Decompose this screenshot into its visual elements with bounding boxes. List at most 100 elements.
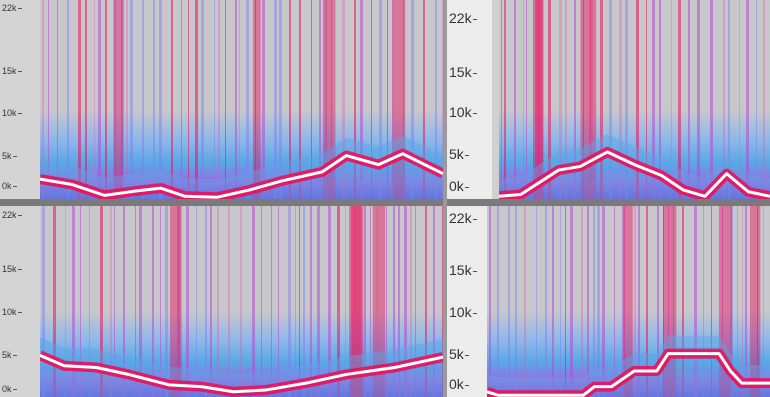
y-tick-label: 15k	[2, 264, 22, 274]
spectral-stripe	[218, 0, 220, 199]
spectrogram-plot[interactable]	[40, 0, 443, 199]
spectral-stripe	[393, 206, 395, 397]
spectral-stripe	[121, 0, 124, 199]
y-tick-label: 5k	[2, 151, 17, 161]
spectrogram-plot[interactable]	[487, 206, 770, 397]
spectral-stripe	[410, 206, 412, 397]
spectral-stripe	[142, 0, 144, 199]
spectral-stripe	[201, 0, 204, 199]
spectral-stripe	[210, 206, 212, 397]
spectral-stripe	[536, 206, 537, 397]
frequency-axis: 22k 15k 10k 5k 0k	[447, 206, 487, 397]
spectral-stripe	[602, 206, 605, 397]
spectral-stripe	[646, 206, 648, 397]
spectral-stripe	[386, 206, 387, 397]
spectral-stripe	[53, 206, 56, 397]
spectral-stripe	[42, 0, 44, 199]
spectral-stripe	[728, 0, 730, 199]
spectral-stripe	[195, 0, 198, 199]
spectrogram-panel-bottom-left[interactable]: 22k 15k 10k 5k 0k	[0, 206, 443, 397]
spectrogram-panel-bottom-right[interactable]: 22k 15k 10k 5k 0k	[447, 206, 770, 397]
spectral-stripe	[415, 206, 416, 397]
spectrogram-panel-top-left[interactable]: 22k 15k 10k 5k 0k	[0, 0, 443, 199]
spectral-stripe	[261, 206, 262, 397]
y-tick-label: 10k	[449, 104, 477, 120]
spectral-stripe	[392, 0, 393, 199]
spectral-stripe	[504, 0, 506, 199]
spectrogram-plot[interactable]	[40, 206, 443, 397]
spectral-stripe	[114, 206, 115, 397]
spectral-burst	[252, 0, 261, 199]
spectral-stripe	[85, 0, 87, 199]
spectral-stripe	[739, 0, 740, 199]
spectral-stripe	[370, 206, 371, 397]
y-tick-label: 0k	[2, 181, 17, 191]
spectral-stripe	[205, 206, 207, 397]
spectral-stripe	[160, 206, 161, 397]
spectral-stripe	[360, 0, 363, 199]
spectral-stripe	[299, 206, 300, 397]
spectral-stripe	[299, 0, 301, 199]
y-tick-label: 15k	[449, 262, 477, 278]
y-tick-label: 5k	[449, 146, 469, 162]
spectral-stripe	[188, 0, 189, 199]
spectral-stripe	[317, 206, 320, 397]
spectral-stripe	[310, 206, 312, 397]
panel-divider-horizontal[interactable]	[0, 199, 770, 206]
spectral-stripe	[57, 0, 58, 199]
spectral-stripe	[435, 0, 437, 199]
spectral-stripe	[746, 0, 749, 199]
spectral-stripe	[668, 206, 669, 397]
spectral-stripe	[403, 0, 404, 199]
spectral-stripe	[135, 206, 136, 397]
spectral-stripe	[331, 0, 332, 199]
spectral-stripe	[574, 0, 576, 199]
spectral-stripe	[328, 206, 331, 397]
spectral-stripe	[600, 0, 603, 199]
spectral-stripe	[533, 0, 534, 199]
panel-divider-vertical[interactable]	[443, 0, 447, 397]
spectral-stripe	[523, 0, 524, 199]
spectral-stripe	[570, 206, 573, 397]
spectrogram-plot[interactable]	[499, 0, 770, 199]
spectral-stripe	[371, 0, 372, 199]
y-tick-label: 22k	[2, 210, 22, 220]
pitch-contour-line	[487, 352, 770, 397]
spectral-stripe	[489, 206, 491, 397]
spectral-stripe	[673, 206, 674, 397]
spectral-burst	[349, 206, 362, 397]
spectral-stripe	[745, 206, 747, 397]
spectral-stripe	[252, 206, 255, 397]
spectrogram-panel-top-right[interactable]: 22k 15k 10k 5k 0k	[447, 0, 770, 199]
spectral-stripe	[614, 206, 615, 397]
spectral-stripe	[433, 206, 435, 397]
spectrogram-canvas	[487, 206, 770, 397]
spectral-stripe	[737, 206, 738, 397]
spectral-stripe	[255, 0, 256, 199]
spectral-stripe	[694, 206, 697, 397]
spectral-stripe	[246, 0, 249, 199]
spectral-burst	[534, 0, 544, 199]
spectral-stripe	[501, 0, 502, 199]
spectral-stripe	[78, 0, 81, 199]
spectral-stripe	[597, 206, 600, 397]
spectral-stripe	[262, 0, 265, 199]
spectral-stripe	[663, 206, 664, 397]
spectral-stripe	[442, 206, 443, 397]
spectral-stripe	[337, 206, 340, 397]
spectral-stripe	[514, 0, 516, 199]
spectral-stripe	[538, 0, 539, 199]
spectral-stripe	[214, 0, 215, 199]
spectral-stripe	[548, 0, 551, 199]
spectral-stripe	[42, 206, 45, 397]
spectral-stripe	[48, 0, 49, 199]
frequency-axis: 22k 15k 10k 5k 0k	[0, 206, 40, 397]
spectral-stripe	[289, 0, 291, 199]
spectral-stripe	[545, 206, 547, 397]
spectral-stripe	[80, 206, 81, 397]
spectral-stripe	[442, 0, 443, 199]
spectral-stripe	[730, 206, 733, 397]
y-tick-label: 0k	[449, 376, 469, 392]
spectral-burst	[170, 206, 182, 397]
spectral-stripe	[379, 0, 382, 199]
